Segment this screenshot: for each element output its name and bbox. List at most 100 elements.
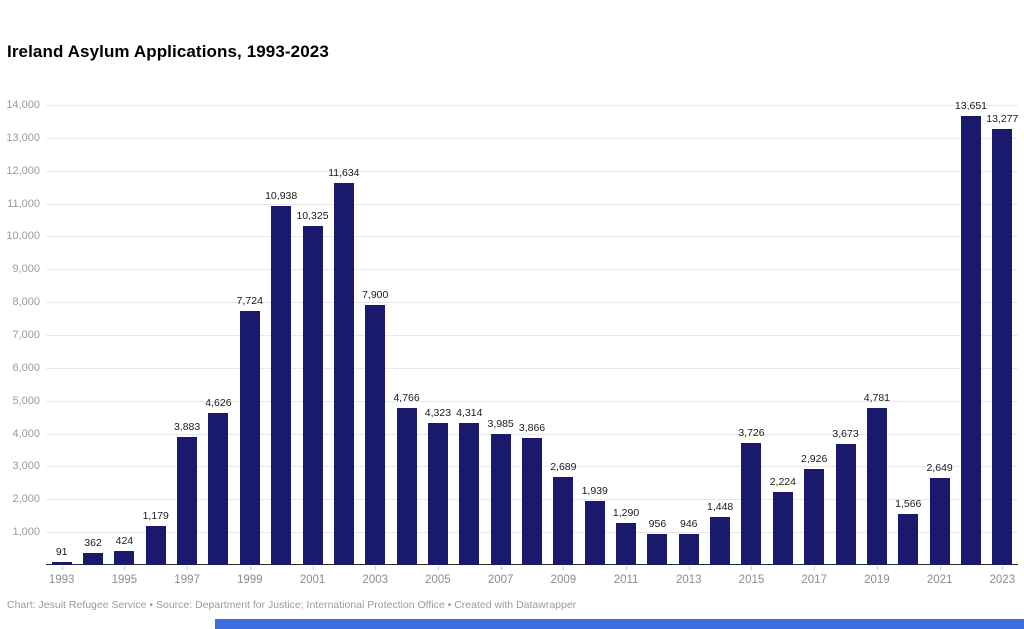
x-axis-tick-label: 2019	[864, 574, 890, 586]
gridline	[46, 105, 1018, 106]
bar-value-label: 13,651	[954, 100, 988, 113]
bar-value-label: 10,938	[265, 189, 298, 202]
bar-value-label: 2,689	[550, 460, 577, 473]
bar-value-label: 1,179	[142, 510, 169, 523]
gridline	[46, 400, 1018, 402]
x-axis-tick-mark	[312, 566, 314, 570]
bar-2000	[271, 205, 292, 565]
y-axis-tick-label: 8,000	[12, 296, 40, 309]
bottom-highlight-bar[interactable]	[215, 619, 1024, 629]
y-axis-tick-label: 10,000	[6, 230, 40, 243]
x-axis-tick-label: 2013	[675, 574, 702, 586]
y-axis-tick-label: 2,000	[12, 493, 40, 506]
x-axis-tick-mark	[249, 566, 251, 570]
bar-value-label: 1,939	[581, 485, 608, 498]
bar-1995	[114, 551, 135, 565]
bar-2010	[584, 501, 605, 565]
bar-1994	[83, 553, 104, 565]
x-axis-tick-label: 1995	[111, 574, 138, 586]
bar-2019	[866, 407, 887, 565]
y-axis-tick-label: 6,000	[12, 361, 40, 374]
x-axis-tick-label: 2015	[738, 574, 765, 586]
gridline	[46, 203, 1018, 205]
gridline	[46, 335, 1018, 336]
y-axis-tick-label: 9,000	[12, 263, 40, 276]
bar-2011	[616, 522, 637, 565]
bar-2016	[772, 491, 793, 565]
bar-value-label: 956	[648, 517, 667, 530]
bar-2006	[459, 423, 480, 565]
x-axis-tick-mark	[626, 566, 628, 570]
x-axis-tick-label: 2007	[487, 574, 514, 586]
gridline	[46, 236, 1018, 238]
bar-value-label: 7,724	[236, 295, 263, 308]
x-axis-tick-label: 1993	[48, 574, 75, 586]
y-axis-tick-label: 1,000	[12, 526, 40, 539]
x-axis-tick-mark	[563, 566, 565, 570]
y-axis-tick-label: 3,000	[12, 460, 40, 473]
gridline	[46, 170, 1018, 172]
bar-2014	[710, 517, 731, 565]
x-axis-tick-mark	[751, 566, 753, 570]
bar-value-label: 1,448	[706, 501, 734, 514]
bar-2015	[741, 442, 762, 565]
x-axis-tick-label: 2005	[425, 574, 451, 586]
x-axis-tick-label: 2009	[550, 574, 577, 586]
x-axis-tick-label: 2017	[801, 574, 827, 586]
bar-value-label: 13,277	[986, 112, 1019, 125]
bar-value-label: 11,634	[328, 166, 360, 179]
bar-value-label: 4,781	[863, 391, 891, 404]
bar-value-label: 3,673	[832, 428, 859, 441]
bar-value-label: 3,985	[487, 418, 514, 431]
x-axis-tick-label: 2023	[989, 574, 1016, 586]
gridline	[46, 137, 1018, 139]
bar-2002	[333, 182, 354, 565]
x-axis-tick-label: 2011	[613, 574, 639, 586]
x-axis-tick-mark	[124, 566, 126, 570]
y-axis-tick-label: 14,000	[6, 99, 40, 111]
x-axis-tick-mark	[187, 566, 189, 570]
bar-value-label: 946	[680, 517, 698, 530]
bar-value-label: 2,224	[769, 475, 796, 488]
bar-2003	[365, 305, 386, 565]
bar-value-label: 4,314	[456, 407, 483, 420]
bar-2004	[396, 408, 417, 565]
x-axis-tick-label: 2021	[926, 574, 953, 586]
bar-2005	[427, 422, 448, 565]
x-axis-tick-mark	[500, 566, 502, 570]
bar-value-label: 4,766	[393, 392, 420, 405]
bar-value-label: 1,290	[612, 506, 640, 519]
bar-2007	[490, 434, 511, 565]
bar-2013	[678, 533, 699, 565]
bar-value-label: 91	[55, 546, 68, 558]
bar-value-label: 10,325	[296, 209, 329, 222]
bar-2022	[960, 116, 981, 565]
bar-value-label: 3,883	[173, 421, 201, 434]
y-axis-tick-label: 5,000	[12, 394, 40, 407]
chart-title: Ireland Asylum Applications, 1993-2023	[7, 42, 329, 61]
bar-2017	[804, 468, 825, 565]
x-axis-tick-mark	[61, 566, 63, 570]
bar-1993	[51, 562, 72, 565]
gridline	[46, 302, 1018, 304]
x-axis-tick-label: 1997	[174, 574, 200, 586]
x-axis-tick-label: 2001	[299, 574, 326, 586]
x-axis-tick-mark	[814, 566, 816, 570]
bar-1997	[177, 437, 198, 565]
bar-value-label: 4,626	[205, 397, 232, 409]
x-axis-tick-mark	[688, 566, 690, 570]
chart-footer-attribution: Chart: Jesuit Refugee Service • Source: …	[7, 599, 577, 611]
x-axis-tick-mark	[876, 566, 878, 570]
bar-2021	[929, 477, 950, 565]
bar-1998	[208, 413, 229, 565]
bar-2001	[302, 225, 323, 565]
bar-value-label: 3,726	[738, 426, 765, 439]
x-axis-tick-mark	[375, 566, 377, 570]
x-axis-tick-mark	[437, 566, 439, 570]
plot-area: 91 362 424 1,179 3,883 4,626 7,724 10,938 10,325…	[46, 100, 1018, 565]
y-axis-tick-label: 4,000	[12, 427, 40, 440]
bar-1999	[239, 311, 260, 565]
gridline	[46, 367, 1018, 369]
x-axis-tick-label: 2003	[362, 574, 389, 586]
